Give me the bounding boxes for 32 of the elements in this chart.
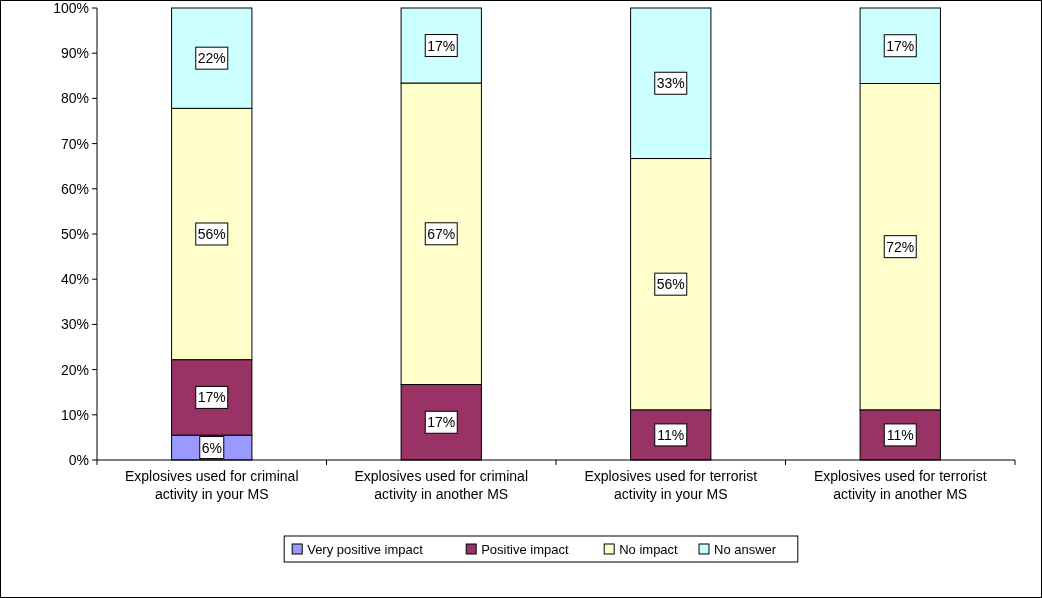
x-tick-label: Explosives used for terrorist activity in your MS	[584, 468, 758, 502]
x-tick-label: Explosives used for criminal activity in another MS	[354, 468, 529, 502]
data-label: 72%	[886, 238, 915, 255]
data-label: 17%	[427, 37, 456, 54]
y-tick-label: 50%	[60, 226, 89, 242]
data-label: 22%	[197, 50, 226, 67]
legend-label: No impact	[619, 542, 679, 557]
y-tick-label: 80%	[60, 90, 89, 107]
data-label: 33%	[656, 75, 685, 92]
data-label: 11%	[886, 426, 914, 443]
x-tick-label: Explosives used for terrorist activity in another MS	[813, 468, 987, 502]
legend-label: Positive impact	[481, 542, 570, 557]
y-tick-label: 0%	[68, 452, 89, 468]
data-label: 56%	[197, 226, 226, 242]
data-label: 17%	[197, 389, 226, 406]
x-tick-label: Explosives used for criminal activity in your MS	[124, 468, 299, 502]
y-tick-label: 30%	[60, 316, 89, 333]
y-tick-label: 100%	[53, 0, 89, 16]
y-tick-label: 70%	[60, 135, 89, 152]
legend-label: Very positive impact	[307, 542, 424, 557]
y-tick-label: 60%	[60, 180, 89, 197]
data-label: 67%	[427, 225, 456, 242]
data-label: 56%	[656, 276, 685, 293]
data-label: 11%	[657, 426, 685, 443]
y-tick-label: 20%	[60, 361, 89, 378]
y-tick-label: 40%	[60, 271, 89, 288]
data-label: 17%	[427, 414, 456, 431]
y-tick-label: 10%	[60, 406, 89, 423]
data-label: 6%	[201, 439, 222, 456]
data-label: 17%	[886, 37, 915, 54]
y-tick-label: 90%	[60, 45, 89, 62]
legend-label: No answer	[714, 542, 777, 557]
